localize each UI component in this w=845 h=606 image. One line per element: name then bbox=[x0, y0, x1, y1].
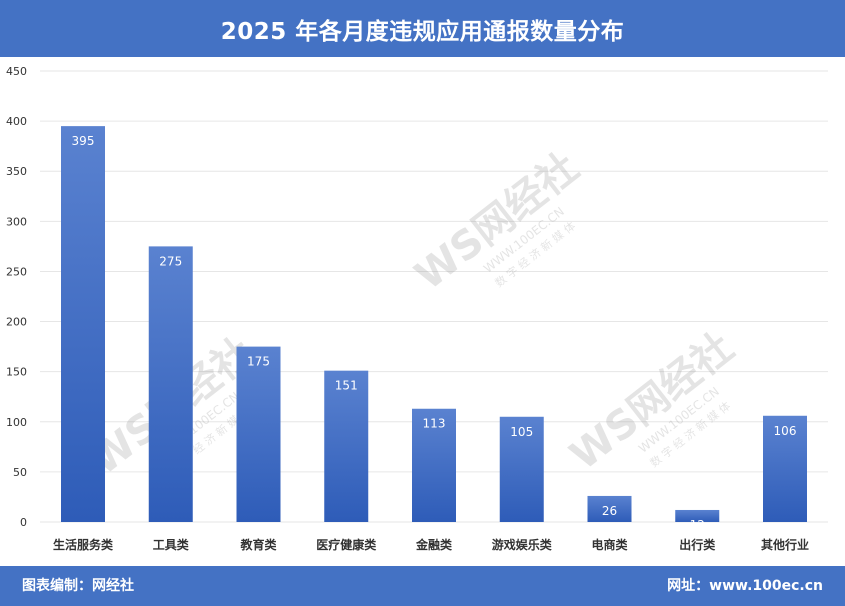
x-tick-label: 电商类 bbox=[591, 537, 628, 552]
bar bbox=[324, 370, 369, 522]
bar bbox=[763, 415, 807, 522]
chart-header: 2025 年各月度违规应用通报数量分布 bbox=[0, 0, 845, 57]
y-axis-ticks: 0 50 100 150 200 250 300 350 400 450 bbox=[6, 65, 27, 529]
bar bbox=[675, 509, 720, 522]
watermark-logo: WS网经社 bbox=[562, 324, 742, 479]
bar-value-label: 106 bbox=[774, 424, 797, 438]
watermark-url: WWW.100EC.CN bbox=[481, 204, 567, 275]
y-tick-label: 450 bbox=[6, 65, 27, 78]
y-tick-label: 100 bbox=[6, 416, 27, 429]
bar-value-label: 151 bbox=[335, 379, 358, 393]
bar-value-label: 275 bbox=[159, 254, 182, 268]
y-tick-label: 250 bbox=[6, 265, 27, 278]
watermark-url: WWW.100EC.CN bbox=[636, 384, 722, 455]
bar bbox=[412, 408, 456, 522]
bar bbox=[499, 416, 544, 522]
bar-value-label: 26 bbox=[602, 504, 617, 518]
footer-editor: 图表编制：网经社 bbox=[22, 578, 134, 594]
x-tick-label: 工具类 bbox=[153, 537, 190, 552]
y-tick-label: 150 bbox=[6, 366, 27, 379]
x-tick-label: 教育类 bbox=[239, 537, 277, 552]
x-tick-label: 生活服务类 bbox=[53, 537, 114, 552]
x-tick-label: 出行类 bbox=[679, 537, 716, 552]
bar-value-label: 395 bbox=[72, 134, 95, 148]
bar bbox=[236, 346, 281, 522]
bar bbox=[587, 495, 632, 522]
x-tick-label: 金融类 bbox=[415, 537, 453, 552]
x-tick-label: 其他行业 bbox=[761, 537, 809, 552]
x-tick-label: 医疗健康类 bbox=[316, 537, 377, 552]
watermark-tagline: 数 字 经 济 新 媒 体 bbox=[647, 399, 733, 470]
y-tick-label: 300 bbox=[6, 215, 27, 228]
footer-website: 网址：www.100ec.cn bbox=[667, 578, 823, 594]
bar-value-label: 175 bbox=[247, 355, 270, 369]
bar-value-label: 113 bbox=[423, 417, 446, 431]
chart-footer: 图表编制：网经社 网址：www.100ec.cn bbox=[0, 566, 845, 606]
y-tick-label: 350 bbox=[6, 165, 27, 178]
y-tick-label: 50 bbox=[13, 466, 27, 479]
x-tick-label: 游戏娱乐类 bbox=[492, 537, 553, 552]
bar-value-label: 105 bbox=[510, 425, 533, 439]
bars bbox=[61, 126, 807, 522]
y-tick-label: 400 bbox=[6, 115, 27, 128]
bar-value-label: 12 bbox=[690, 518, 705, 532]
x-axis-ticks: 生活服务类 工具类 教育类 医疗健康类 金融类 游戏娱乐类 电商类 出行类 其他行业 bbox=[53, 537, 809, 552]
chart-title: 2025 年各月度违规应用通报数量分布 bbox=[220, 18, 625, 45]
bar bbox=[148, 246, 193, 522]
y-tick-label: 0 bbox=[20, 516, 27, 529]
watermark-tagline: 数 字 经 济 新 媒 体 bbox=[492, 219, 578, 290]
bar bbox=[61, 126, 105, 522]
data-labels: 395 275 175 151 113 105 26 12 106 bbox=[72, 134, 797, 532]
y-tick-label: 200 bbox=[6, 316, 27, 329]
